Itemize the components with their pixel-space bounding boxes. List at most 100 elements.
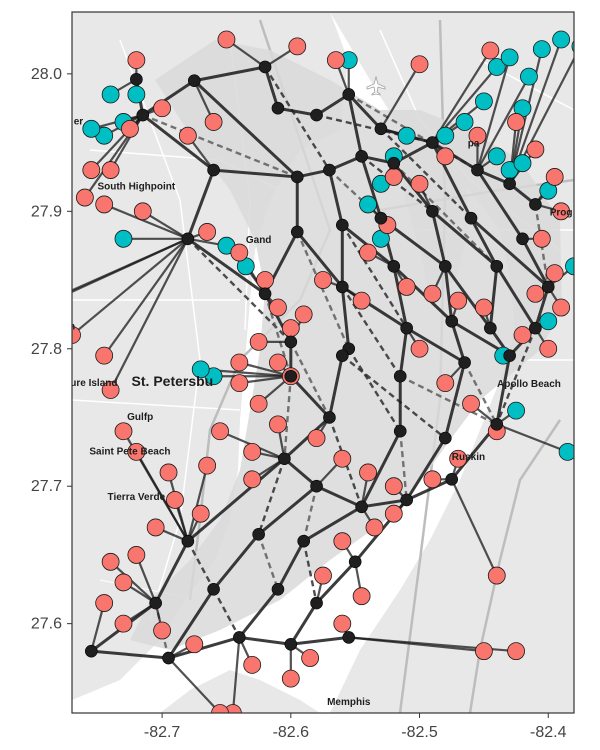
hub-node	[336, 349, 349, 362]
hub-node	[207, 582, 220, 596]
hub-node	[400, 493, 413, 507]
place-label: Memphis	[327, 697, 371, 708]
hub-node	[336, 218, 349, 232]
place-label: St. Petersbu	[132, 373, 214, 389]
dashed-edge	[328, 169, 382, 220]
network-edge	[290, 635, 349, 646]
hub-node	[464, 211, 478, 225]
network-edge	[315, 484, 363, 509]
hub-node	[271, 101, 285, 115]
red-point	[526, 284, 545, 303]
teal-point	[359, 195, 377, 214]
hub-node	[445, 473, 459, 486]
hub-node	[484, 321, 497, 335]
red-point	[545, 264, 564, 283]
red-point	[166, 491, 184, 509]
red-point	[95, 346, 114, 365]
red-points	[72, 30, 571, 713]
network-edge	[360, 155, 383, 219]
red-point	[532, 229, 551, 248]
red-point	[185, 635, 204, 654]
place-label: Ruskin	[452, 452, 485, 463]
hub-node	[355, 500, 368, 514]
x-tick-label: -82.6	[273, 724, 310, 741]
dashed-edge	[495, 327, 537, 425]
network-edge	[283, 416, 331, 460]
network-edge	[341, 285, 408, 330]
red-point	[243, 442, 262, 461]
red-point	[507, 642, 525, 661]
red-point	[230, 374, 249, 393]
hub-nodes	[85, 60, 555, 665]
hub-node	[374, 211, 388, 225]
hub-node	[181, 534, 195, 548]
red-point	[269, 415, 287, 434]
place-label: Gulfp	[127, 412, 153, 423]
network-edge	[430, 210, 447, 267]
hub-node	[458, 356, 471, 369]
red-point	[153, 621, 172, 640]
dashed-edge	[463, 361, 498, 425]
network-edge	[469, 217, 499, 267]
teal-point	[455, 113, 474, 131]
teal-point	[487, 147, 506, 166]
dashed-edge	[289, 341, 331, 419]
teal-point	[558, 442, 574, 461]
red-point	[552, 202, 571, 221]
red-point	[410, 339, 429, 358]
network-edge	[91, 649, 169, 660]
network-edge	[340, 286, 351, 349]
red-point	[146, 518, 165, 537]
network-edge	[263, 66, 280, 109]
teal-point	[82, 119, 101, 138]
spoke-edge	[231, 637, 241, 713]
red-point	[75, 188, 94, 207]
red-point	[507, 113, 525, 131]
place-label: Gand	[246, 235, 272, 246]
red-point	[198, 223, 217, 241]
teal-point	[397, 126, 416, 145]
red-point	[198, 456, 217, 475]
red-point	[243, 655, 262, 674]
map-panel: South Highpoint Gand St. Petersbu ure Islan…	[71, 11, 575, 714]
dashed-edge	[399, 375, 498, 426]
red-point	[153, 99, 172, 118]
red-point	[249, 332, 268, 351]
network-edge	[488, 266, 499, 329]
network-edge	[431, 210, 498, 268]
network-edge	[495, 355, 512, 425]
dashed-edge	[283, 376, 293, 459]
red-point	[127, 546, 146, 564]
red-point	[474, 298, 493, 317]
red-point	[281, 319, 300, 338]
red-point	[333, 449, 352, 468]
network-edge	[443, 362, 467, 439]
red-point	[114, 573, 133, 592]
red-point	[513, 326, 532, 344]
teal-point	[500, 48, 519, 67]
hub-node	[323, 411, 336, 424]
hub-node	[541, 280, 555, 294]
land-south-peninsula	[160, 670, 320, 713]
network-edge	[168, 635, 240, 660]
hub-node	[233, 631, 246, 644]
hub-node	[336, 280, 349, 294]
dashed-edge	[302, 540, 318, 604]
hub-node	[284, 335, 298, 349]
red-point	[462, 394, 480, 413]
hub-node	[529, 198, 542, 211]
red-point	[352, 291, 371, 310]
network-edge	[213, 168, 298, 179]
dashed-edge	[341, 286, 402, 377]
network-edge	[302, 505, 363, 543]
red-point	[217, 30, 236, 49]
hub-node	[503, 349, 516, 362]
red-point	[288, 37, 307, 56]
network-edge	[431, 141, 479, 172]
spoke-edge	[135, 451, 189, 542]
red-point	[72, 326, 81, 344]
place-label: South Highpoint	[97, 181, 175, 192]
dashed-edge	[347, 348, 402, 432]
red-point	[436, 374, 455, 393]
